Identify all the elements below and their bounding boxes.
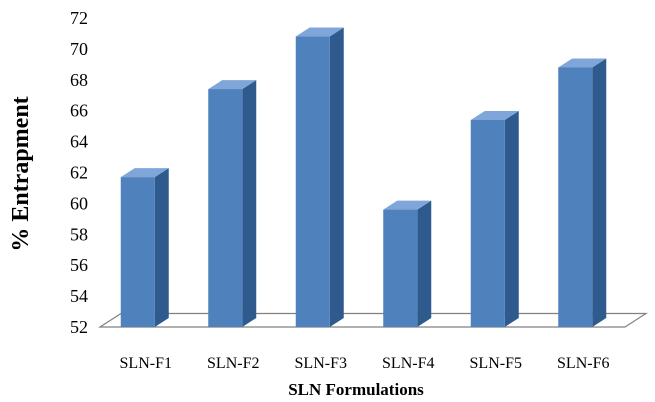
bar-front [120, 177, 155, 327]
bar-side [154, 168, 169, 327]
bar-front [383, 209, 418, 327]
bar-SLN-F5 [470, 110, 519, 327]
y-axis: 52 54 56 58 60 62 64 66 68 70 72 [70, 8, 88, 337]
y-tick-label: 64 [70, 132, 88, 152]
y-tick-label: 72 [70, 8, 88, 28]
y-tick-label: 58 [70, 224, 88, 244]
x-axis-tick-labels: SLN-F1 SLN-F2 SLN-F3 SLN-F4 SLN-F5 SLN-F6 [120, 355, 610, 372]
bar-front [558, 67, 593, 327]
y-tick-label: 70 [70, 39, 88, 59]
bar-SLN-F4 [383, 200, 432, 327]
bar-SLN-F2 [208, 80, 257, 327]
x-tick-label: SLN-F3 [295, 355, 347, 372]
y-tick-label: 54 [70, 286, 88, 306]
y-tick-label: 60 [70, 193, 88, 213]
y-tick-label: 66 [70, 101, 88, 121]
x-tick-label: SLN-F5 [470, 355, 522, 372]
bar-side [592, 58, 607, 327]
y-tick-label: 68 [70, 70, 88, 90]
x-tick-label: SLN-F2 [207, 355, 259, 372]
bars [120, 27, 607, 327]
bar-side [417, 200, 432, 327]
bar-SLN-F6 [558, 58, 607, 327]
bar-top [208, 80, 257, 90]
y-tick-label: 56 [70, 255, 88, 275]
bar-front [295, 36, 330, 327]
y-tick-label: 62 [70, 163, 88, 183]
x-tick-label: SLN-F4 [382, 355, 434, 372]
bar-top [295, 27, 344, 37]
bar-front [208, 89, 243, 327]
bar-side [242, 80, 257, 327]
bar-top [470, 110, 519, 120]
x-tick-label: SLN-F6 [557, 355, 609, 372]
bar-side [329, 27, 344, 327]
bar-top [383, 200, 432, 210]
y-tick-label: 52 [70, 317, 88, 337]
bar-top [120, 168, 169, 178]
bar-SLN-F1 [120, 168, 169, 327]
bar-front [470, 119, 505, 327]
bar-top [558, 58, 607, 68]
x-tick-label: SLN-F1 [120, 355, 172, 372]
y-axis-title: % Entrapment [8, 96, 34, 251]
bar-SLN-F3 [295, 27, 344, 327]
bar-side [504, 110, 519, 327]
x-axis-title: SLN Formulations [288, 380, 424, 399]
